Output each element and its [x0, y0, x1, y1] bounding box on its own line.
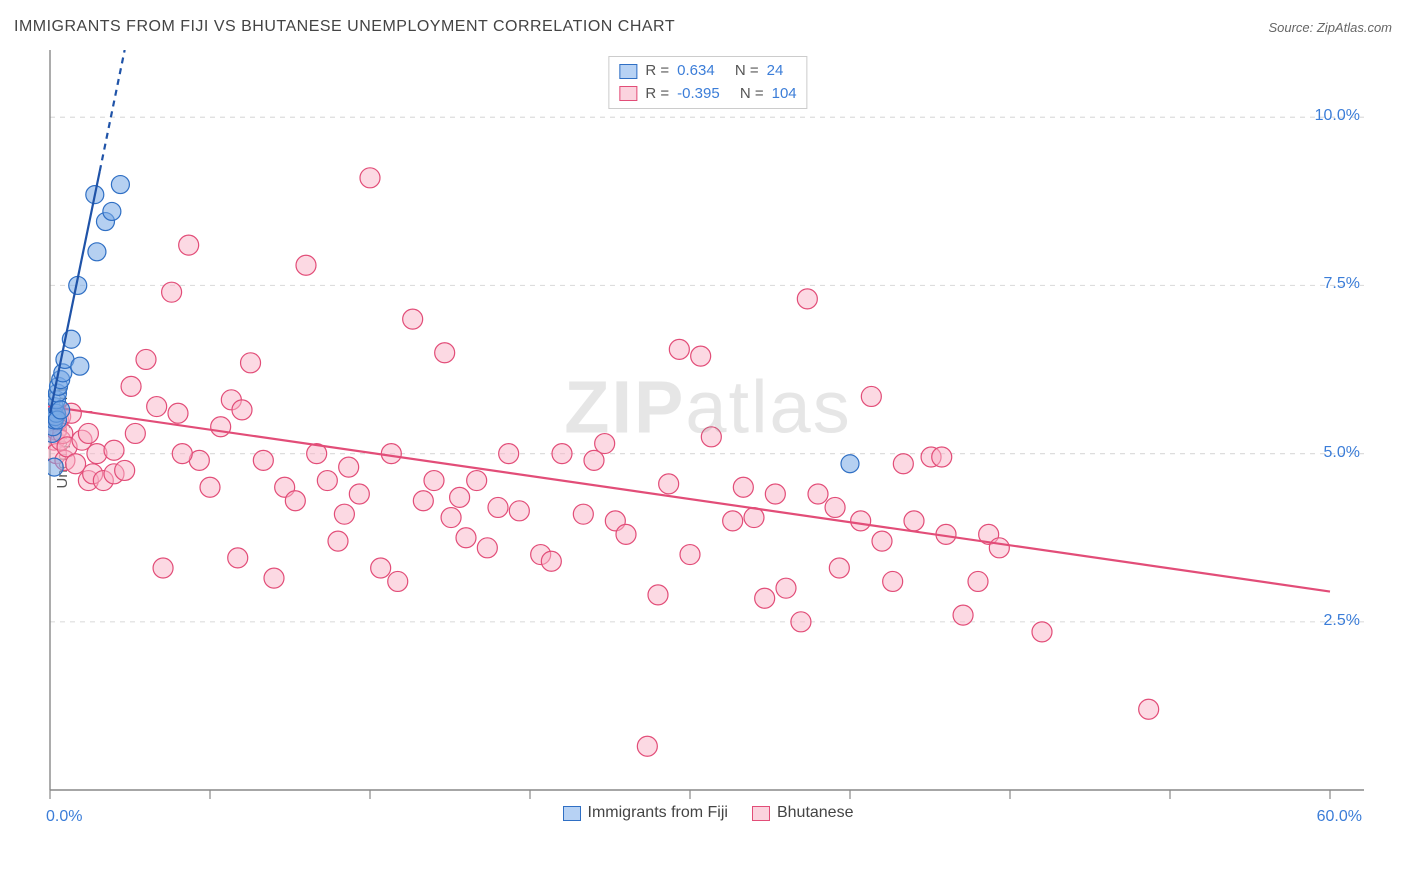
y-tick-label: 5.0%	[1324, 444, 1360, 462]
chart-title: IMMIGRANTS FROM FIJI VS BHUTANESE UNEMPL…	[14, 18, 675, 36]
legend-series: Immigrants from Fiji Bhutanese	[48, 804, 1368, 822]
legend-item-bhutanese: Bhutanese	[752, 804, 854, 822]
legend-swatch-blue	[619, 64, 637, 79]
source-attribution: Source: ZipAtlas.com	[1268, 20, 1392, 35]
legend-label-fiji: Immigrants from Fiji	[588, 804, 728, 822]
r-value-1: 0.634	[677, 60, 715, 83]
scatter-plot-svg	[48, 50, 1368, 826]
n-label-2: N =	[740, 83, 764, 106]
plot-area: Unemployment ZIPatlas R = 0.634 N = 24 R…	[48, 50, 1368, 826]
legend-swatch-bhutanese	[752, 806, 770, 821]
legend-swatch-fiji	[563, 806, 581, 821]
legend-stats: R = 0.634 N = 24 R = -0.395 N = 104	[608, 56, 807, 109]
r-value-2: -0.395	[677, 83, 720, 106]
y-tick-label: 7.5%	[1324, 275, 1360, 293]
n-value-2: 104	[772, 83, 797, 106]
y-tick-label: 10.0%	[1315, 107, 1360, 125]
r-label-1: R =	[645, 60, 669, 83]
legend-item-fiji: Immigrants from Fiji	[563, 804, 728, 822]
n-label-1: N =	[735, 60, 759, 83]
r-label-2: R =	[645, 83, 669, 106]
legend-stats-row-2: R = -0.395 N = 104	[619, 83, 796, 106]
legend-stats-row-1: R = 0.634 N = 24	[619, 60, 796, 83]
n-value-1: 24	[767, 60, 784, 83]
legend-label-bhutanese: Bhutanese	[777, 804, 854, 822]
y-tick-label: 2.5%	[1324, 612, 1360, 630]
legend-swatch-pink	[619, 86, 637, 101]
